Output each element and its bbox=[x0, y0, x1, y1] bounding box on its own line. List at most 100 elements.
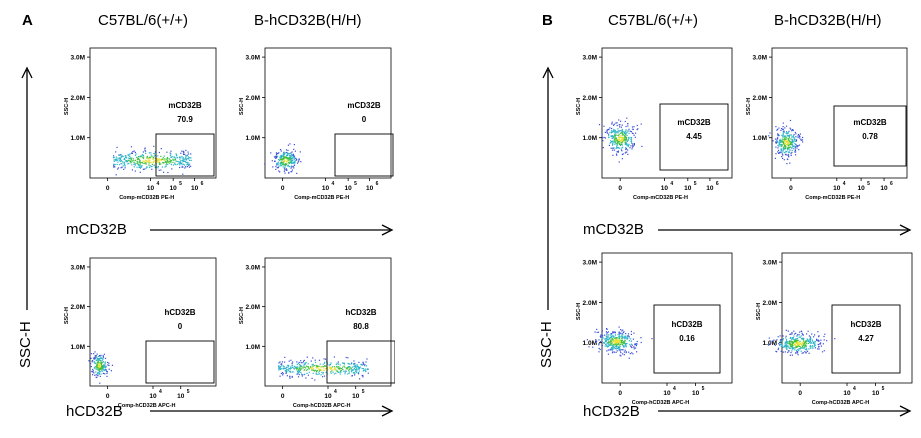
event-dot bbox=[806, 339, 809, 341]
event-dot bbox=[786, 140, 789, 142]
event-dot bbox=[798, 135, 801, 137]
event-dot bbox=[182, 163, 185, 165]
event-dot bbox=[356, 371, 358, 374]
event-dot bbox=[298, 158, 300, 160]
event-dot bbox=[625, 133, 627, 135]
event-dot bbox=[298, 374, 300, 376]
event-dot bbox=[283, 170, 285, 172]
event-dot bbox=[305, 377, 307, 379]
event-dot bbox=[126, 157, 128, 159]
event-dot bbox=[786, 132, 788, 134]
plot-xlabel: Comp-mCD32B PE-H bbox=[633, 195, 688, 201]
event-dot bbox=[625, 352, 627, 354]
event-dot bbox=[284, 165, 286, 167]
event-dot bbox=[595, 339, 597, 341]
event-dot bbox=[823, 335, 825, 338]
event-dot bbox=[618, 332, 620, 334]
event-dot bbox=[326, 362, 329, 364]
event-dot bbox=[797, 349, 799, 351]
event-dot bbox=[158, 158, 160, 160]
event-dot bbox=[606, 328, 608, 330]
event-dot bbox=[801, 344, 803, 346]
event-dot bbox=[624, 340, 626, 342]
event-dot bbox=[610, 141, 612, 144]
event-dot bbox=[792, 129, 794, 132]
event-dot bbox=[789, 354, 791, 356]
event-dot bbox=[339, 368, 341, 370]
event-dot bbox=[636, 343, 638, 345]
event-dot bbox=[284, 167, 286, 169]
event-dot bbox=[606, 332, 608, 334]
event-dot bbox=[117, 157, 119, 159]
event-dot bbox=[787, 139, 789, 141]
event-dot bbox=[187, 156, 190, 158]
gate-box bbox=[145, 340, 215, 384]
event-dot bbox=[120, 160, 122, 162]
event-dot bbox=[134, 159, 137, 161]
event-dot bbox=[614, 131, 616, 133]
event-dot bbox=[634, 136, 636, 138]
event-dot bbox=[779, 142, 781, 144]
event-dot bbox=[600, 334, 602, 336]
event-dot bbox=[626, 117, 628, 119]
event-dot bbox=[175, 157, 177, 159]
event-dot bbox=[785, 135, 787, 137]
event-dot bbox=[787, 137, 789, 140]
event-dot bbox=[782, 130, 784, 132]
event-dot bbox=[120, 159, 122, 161]
event-dot bbox=[794, 151, 796, 153]
x-tick-exponent: 6 bbox=[890, 181, 893, 187]
event-dot bbox=[280, 155, 282, 157]
event-dots bbox=[112, 145, 192, 176]
event-dot bbox=[161, 166, 163, 168]
event-dot bbox=[290, 162, 292, 164]
event-dot bbox=[631, 146, 633, 148]
event-dot bbox=[184, 167, 186, 169]
event-dot bbox=[782, 139, 785, 141]
event-dot bbox=[133, 163, 135, 165]
event-dot bbox=[614, 140, 616, 142]
x-tick-exponent: 5 bbox=[694, 181, 697, 187]
event-dot bbox=[162, 162, 164, 164]
event-dot bbox=[618, 335, 620, 337]
event-dot bbox=[624, 349, 626, 351]
event-dot bbox=[780, 149, 782, 151]
event-dot bbox=[612, 335, 614, 337]
event-dot bbox=[621, 153, 623, 156]
event-dot bbox=[353, 372, 355, 374]
event-dot bbox=[319, 366, 321, 368]
event-dot bbox=[324, 365, 326, 367]
event-dot bbox=[633, 126, 635, 128]
event-dot bbox=[356, 367, 358, 369]
event-dot bbox=[651, 338, 653, 340]
event-dot bbox=[282, 368, 285, 370]
event-dot bbox=[340, 370, 342, 372]
event-dot bbox=[624, 132, 626, 134]
event-dot bbox=[791, 333, 793, 335]
event-dot bbox=[277, 161, 279, 163]
event-dot bbox=[102, 366, 104, 368]
event-dot bbox=[790, 333, 792, 335]
event-dot bbox=[791, 136, 793, 138]
event-dot bbox=[293, 167, 295, 169]
event-dot bbox=[93, 361, 95, 363]
event-dot bbox=[100, 371, 102, 373]
event-dot bbox=[289, 367, 291, 369]
event-dot bbox=[163, 160, 165, 162]
event-dot bbox=[787, 142, 789, 144]
event-dot bbox=[182, 152, 185, 154]
event-dot bbox=[790, 143, 793, 145]
event-dot bbox=[357, 368, 359, 370]
x-tick-exponent: 4 bbox=[670, 181, 673, 187]
event-dot bbox=[630, 131, 632, 133]
event-dot bbox=[800, 335, 802, 337]
event-dot bbox=[93, 358, 95, 360]
event-dot bbox=[628, 357, 630, 359]
event-dot bbox=[804, 344, 806, 346]
event-dot bbox=[289, 368, 291, 370]
event-dot bbox=[603, 125, 605, 127]
event-dot bbox=[123, 168, 125, 170]
event-dot bbox=[780, 342, 782, 344]
event-dot bbox=[614, 336, 616, 338]
event-dot bbox=[160, 169, 162, 171]
